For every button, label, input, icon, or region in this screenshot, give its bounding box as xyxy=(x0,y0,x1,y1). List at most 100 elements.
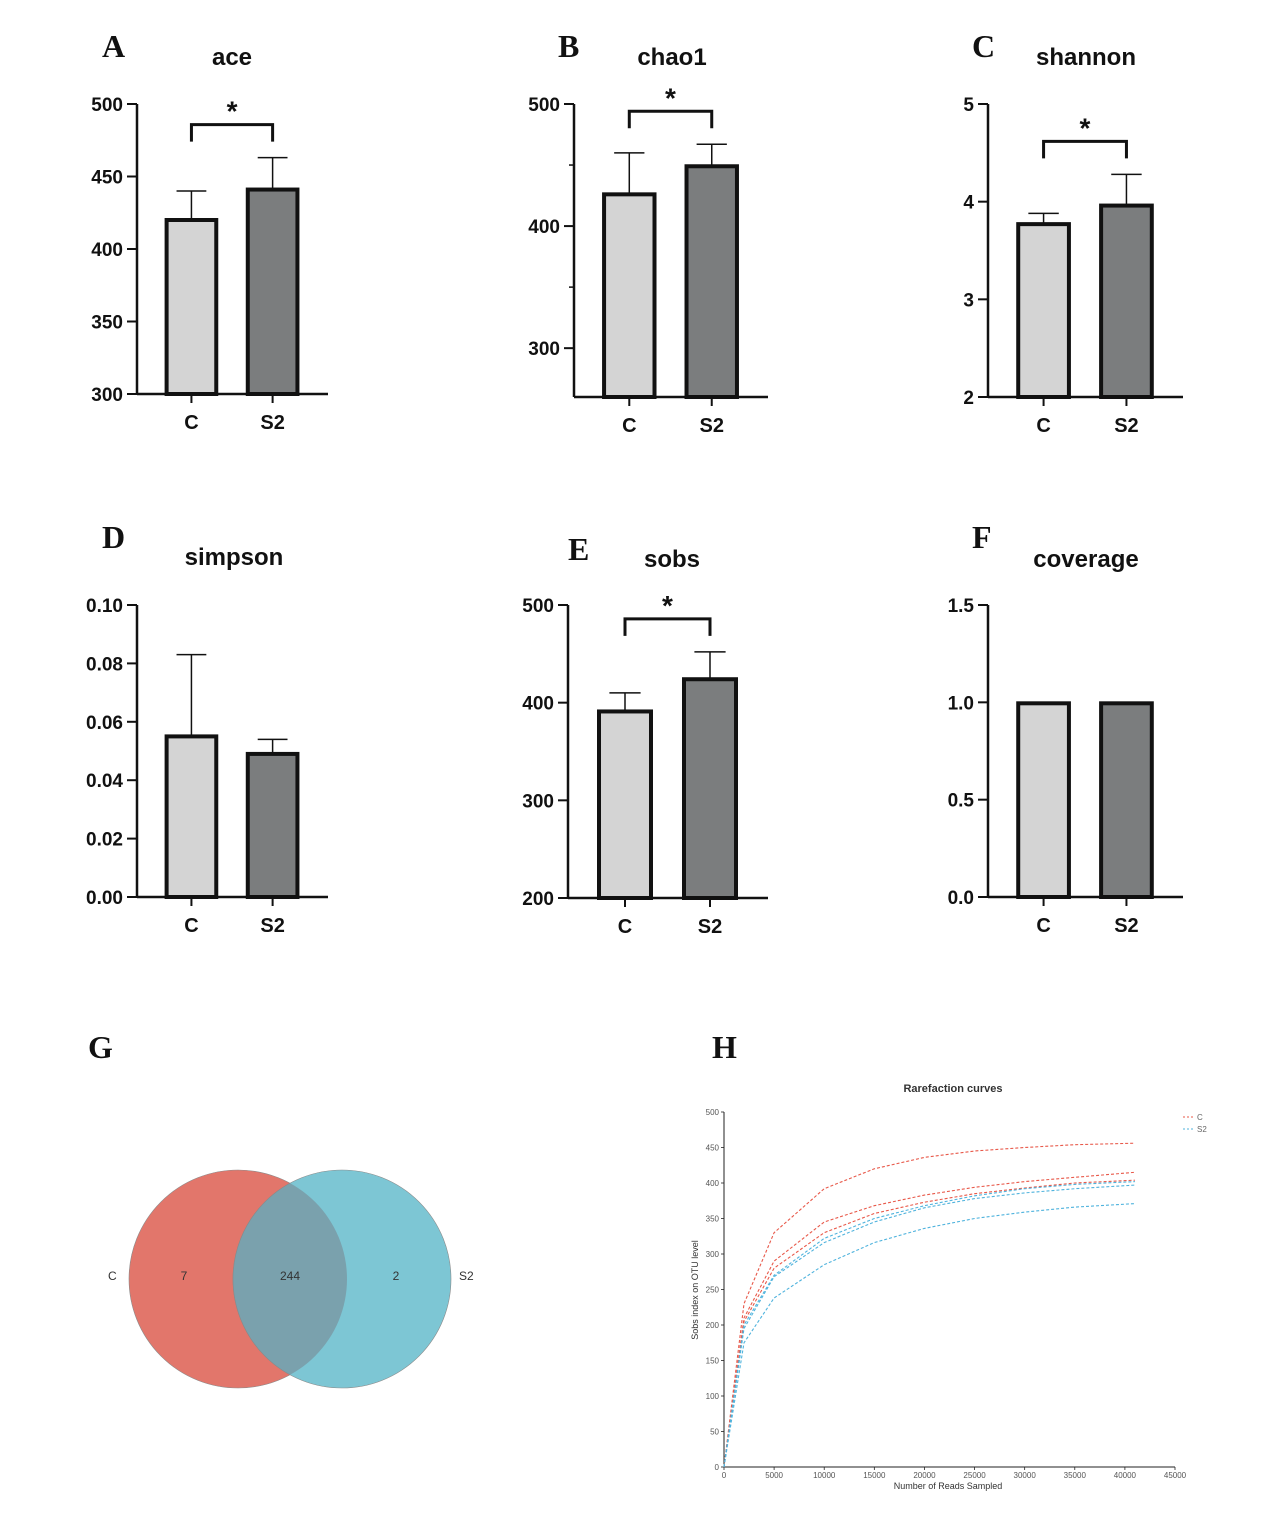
significance-star: * xyxy=(227,96,238,127)
y-tick-label: 400 xyxy=(528,217,560,238)
chart-title: coverage xyxy=(1033,546,1138,573)
venn-count-shared: 244 xyxy=(280,1269,300,1283)
y-tick-label: 500 xyxy=(706,1108,720,1117)
x-tick-label: S2 xyxy=(698,916,722,938)
x-tick-label: S2 xyxy=(260,412,284,434)
rarefaction-curve-S2-4 xyxy=(723,1181,1135,1468)
x-tick-label: C xyxy=(622,415,636,437)
bar-S2 xyxy=(1099,701,1154,899)
y-tick-label: 400 xyxy=(522,694,554,715)
x-tick-label: 45000 xyxy=(1164,1471,1187,1480)
rarefaction-x-axis-label: Number of Reads Sampled xyxy=(894,1481,1003,1491)
x-tick-label: C xyxy=(184,412,198,434)
bar-S2 xyxy=(682,677,738,901)
chart-title: shannon xyxy=(1036,44,1136,71)
bar-C xyxy=(1016,222,1071,399)
y-tick-label: 200 xyxy=(706,1321,720,1330)
y-tick-label: 1.0 xyxy=(948,693,974,714)
x-tick-label: 30000 xyxy=(1014,1471,1037,1480)
significance-star: * xyxy=(665,82,676,113)
x-tick-label: C xyxy=(184,915,198,937)
legend-label-c: C xyxy=(1197,1113,1203,1122)
y-tick-label: 400 xyxy=(91,240,123,261)
significance-bracket xyxy=(1042,139,1128,159)
venn-count-only-c: 7 xyxy=(181,1269,188,1283)
y-tick-label: 0.02 xyxy=(86,830,123,851)
rarefaction-chart: H Rarefaction curves 0 5000 10000 15000 2000… xyxy=(690,1029,1207,1491)
y-tick-label: 0 xyxy=(715,1463,720,1472)
x-tick-label: 0 xyxy=(722,1471,727,1480)
y-tick-label: 200 xyxy=(522,889,554,910)
bar-S2 xyxy=(684,164,739,399)
y-tick-label: 150 xyxy=(706,1357,720,1366)
panel-letter: H xyxy=(712,1029,737,1065)
x-tick-label: 5000 xyxy=(765,1471,783,1480)
chart-title: chao1 xyxy=(637,44,706,71)
y-tick-label: 300 xyxy=(522,791,554,812)
rarefaction-curve-S2-5 xyxy=(723,1184,1135,1468)
y-tick-label: 0.00 xyxy=(86,888,123,909)
y-tick-label: 4 xyxy=(963,193,974,214)
y-tick-label: 0.0 xyxy=(948,888,974,909)
rarefaction-curve-S2-6 xyxy=(723,1203,1135,1468)
rarefaction-legend: C S2 xyxy=(1183,1113,1207,1134)
bar-S2 xyxy=(1099,203,1154,399)
y-tick-label: 3 xyxy=(963,290,974,311)
y-tick-label: 0.04 xyxy=(86,771,123,792)
panel-letter: D xyxy=(102,519,125,555)
bar-C xyxy=(164,734,219,900)
panel-letter: C xyxy=(972,28,995,64)
y-tick-label: 450 xyxy=(706,1144,720,1153)
y-tick-label: 2 xyxy=(963,388,974,409)
panel-letter: G xyxy=(88,1029,113,1065)
y-tick-label: 400 xyxy=(706,1179,720,1188)
venn-overlap xyxy=(232,1170,347,1388)
x-tick-label: S2 xyxy=(260,915,284,937)
bar-C xyxy=(164,218,219,396)
significance-bracket xyxy=(623,617,712,636)
x-tick-label: S2 xyxy=(1114,915,1138,937)
y-tick-label: 1.5 xyxy=(948,596,975,617)
bar-C xyxy=(602,192,657,399)
y-tick-label: 0.5 xyxy=(948,791,975,812)
rarefaction-title: Rarefaction curves xyxy=(903,1083,1002,1095)
significance-bracket xyxy=(189,123,275,142)
x-tick-label: S2 xyxy=(1114,415,1138,437)
rarefaction-curve-C-2 xyxy=(723,1171,1135,1468)
y-tick-label: 500 xyxy=(91,95,123,116)
y-tick-label: 250 xyxy=(706,1286,720,1295)
bar-S2 xyxy=(245,751,300,899)
venn-diagram: G C S2 7 244 2 xyxy=(88,1029,474,1389)
y-tick-label: 50 xyxy=(710,1428,719,1437)
chart-title: sobs xyxy=(644,546,700,573)
y-tick-label: 500 xyxy=(522,596,554,617)
y-tick-label: 300 xyxy=(528,339,560,360)
x-tick-label: 15000 xyxy=(863,1471,886,1480)
rarefaction-series xyxy=(723,1142,1135,1468)
y-tick-label: 450 xyxy=(91,168,123,189)
x-tick-label: C xyxy=(618,916,632,938)
bar-C xyxy=(1016,701,1071,899)
bar-S2 xyxy=(245,187,300,396)
y-tick-label: 100 xyxy=(706,1392,720,1401)
panel-letter: E xyxy=(568,531,589,567)
x-tick-label: S2 xyxy=(700,415,724,437)
significance-star: * xyxy=(662,590,673,621)
venn-label-c: C xyxy=(108,1269,117,1283)
significance-star: * xyxy=(1080,112,1091,143)
panel-letter: A xyxy=(102,28,125,64)
x-tick-label: 35000 xyxy=(1064,1471,1087,1480)
rarefaction-curve-C-1 xyxy=(723,1142,1135,1468)
x-tick-label: 20000 xyxy=(913,1471,936,1480)
x-tick-label: C xyxy=(1036,915,1050,937)
y-tick-label: 5 xyxy=(963,95,974,116)
y-tick-label: 350 xyxy=(91,313,123,334)
venn-label-s2: S2 xyxy=(459,1269,474,1283)
y-tick-label: 300 xyxy=(706,1250,720,1259)
panel-letter: B xyxy=(558,28,579,64)
y-tick-label: 0.08 xyxy=(86,654,123,675)
